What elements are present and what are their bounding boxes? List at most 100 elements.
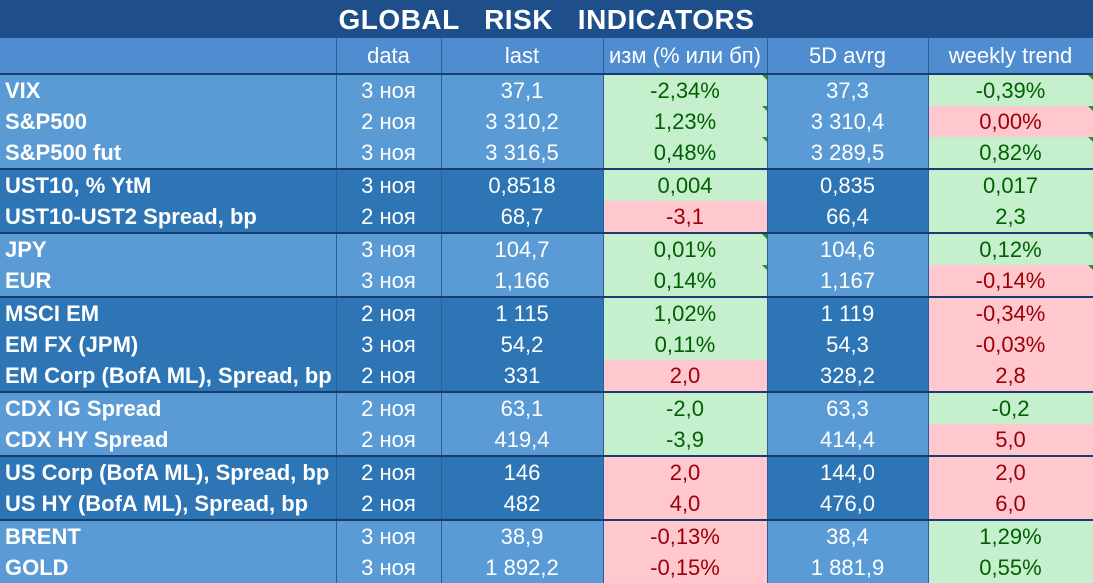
table-row: US HY (BofA ML), Spread, bp 2 ноя 482 4,0 47… — [0, 488, 1093, 520]
5d-avg-cell: 414,4 — [767, 424, 929, 456]
last-value-cell: 331 — [441, 360, 604, 392]
change-cell: 0,004 — [603, 168, 768, 201]
date-cell: 2 ноя — [336, 360, 442, 392]
cell-corner-mark — [761, 265, 766, 270]
indicator-name: US Corp (BofA ML), Spread, bp — [0, 455, 337, 488]
last-value-cell: 146 — [441, 455, 604, 488]
date-cell: 3 ноя — [336, 265, 442, 297]
5d-avg-cell: 3 310,4 — [767, 106, 929, 137]
change-cell: 2,0 — [603, 455, 768, 488]
page-title: GLOBAL RISK INDICATORS — [0, 0, 1093, 38]
change-cell: 4,0 — [603, 488, 768, 520]
change-cell: 1,02% — [603, 296, 768, 329]
table-row: UST10-UST2 Spread, bp 2 ноя 68,7 -3,1 66,4 2,… — [0, 201, 1093, 233]
indicator-name: S&P500 — [0, 106, 337, 137]
weekly-trend-cell: 1,29% — [928, 519, 1093, 552]
indicator-name: BRENT — [0, 519, 337, 552]
cell-corner-mark — [1087, 137, 1092, 142]
5d-avg-cell: 0,835 — [767, 168, 929, 201]
5d-avg-cell: 54,3 — [767, 329, 929, 360]
weekly-trend-cell: 2,3 — [928, 201, 1093, 233]
indicator-name: EM FX (JPM) — [0, 329, 337, 360]
change-cell: 2,0 — [603, 360, 768, 392]
table-row: VIX 3 ноя 37,1 -2,34% 37,3 -0,39% — [0, 74, 1093, 106]
column-header-5d-avg: 5D avrg — [767, 38, 929, 75]
cell-corner-mark — [761, 106, 766, 111]
cell-corner-mark — [1087, 265, 1092, 270]
5d-avg-cell: 1,167 — [767, 265, 929, 297]
indicator-name: MSCI EM — [0, 296, 337, 329]
last-value-cell: 3 310,2 — [441, 106, 604, 137]
change-cell: -3,9 — [603, 424, 768, 456]
cell-corner-mark — [761, 75, 766, 80]
table-row: UST10, % YtM 3 ноя 0,8518 0,004 0,835 0,017 — [0, 168, 1093, 201]
change-cell: 0,01% — [603, 232, 768, 265]
cell-corner-mark — [761, 137, 766, 142]
date-cell: 2 ноя — [336, 455, 442, 488]
5d-avg-cell: 144,0 — [767, 455, 929, 488]
table-row: S&P500 2 ноя 3 310,2 1,23% 3 310,4 0,00% — [0, 106, 1093, 137]
weekly-trend-cell: 6,0 — [928, 488, 1093, 520]
weekly-trend-cell: 5,0 — [928, 424, 1093, 456]
date-cell: 2 ноя — [336, 296, 442, 329]
change-cell: 0,11% — [603, 329, 768, 360]
5d-avg-cell: 66,4 — [767, 201, 929, 233]
indicator-name: JPY — [0, 232, 337, 265]
date-cell: 3 ноя — [336, 74, 442, 106]
change-cell: -2,0 — [603, 391, 768, 424]
5d-avg-cell: 104,6 — [767, 232, 929, 265]
indicator-name: UST10-UST2 Spread, bp — [0, 201, 337, 233]
weekly-trend-cell: 0,82% — [928, 137, 1093, 169]
column-header-date: data — [336, 38, 442, 75]
indicator-name: S&P500 fut — [0, 137, 337, 169]
5d-avg-cell: 1 119 — [767, 296, 929, 329]
date-cell: 2 ноя — [336, 424, 442, 456]
indicator-name: UST10, % YtM — [0, 168, 337, 201]
change-cell: -2,34% — [603, 74, 768, 106]
header-row: data last изм (% или бп) 5D avrg weekly … — [0, 38, 1093, 75]
last-value-cell: 482 — [441, 488, 604, 520]
table-row: JPY 3 ноя 104,7 0,01% 104,6 0,12% — [0, 232, 1093, 265]
weekly-trend-cell: -0,14% — [928, 265, 1093, 297]
indicator-name: CDX IG Spread — [0, 391, 337, 424]
change-cell: 0,48% — [603, 137, 768, 169]
change-cell: -0,13% — [603, 519, 768, 552]
last-value-cell: 37,1 — [441, 74, 604, 106]
last-value-cell: 63,1 — [441, 391, 604, 424]
5d-avg-cell: 328,2 — [767, 360, 929, 392]
indicator-name: CDX HY Spread — [0, 424, 337, 456]
weekly-trend-cell: -0,2 — [928, 391, 1093, 424]
column-header-weekly-trend: weekly trend — [928, 38, 1093, 75]
change-cell: 1,23% — [603, 106, 768, 137]
indicator-name: VIX — [0, 74, 337, 106]
weekly-trend-cell: 0,12% — [928, 232, 1093, 265]
5d-avg-cell: 38,4 — [767, 519, 929, 552]
column-header-change: изм (% или бп) — [603, 38, 768, 75]
date-cell: 3 ноя — [336, 329, 442, 360]
change-cell: 0,14% — [603, 265, 768, 297]
weekly-trend-cell: 2,8 — [928, 360, 1093, 392]
table-row: CDX IG Spread 2 ноя 63,1 -2,0 63,3 -0,2 — [0, 391, 1093, 424]
indicator-name: US HY (BofA ML), Spread, bp — [0, 488, 337, 520]
weekly-trend-cell: 0,00% — [928, 106, 1093, 137]
last-value-cell: 3 316,5 — [441, 137, 604, 169]
weekly-trend-cell: 0,017 — [928, 168, 1093, 201]
table-row: EUR 3 ноя 1,166 0,14% 1,167 -0,14% — [0, 265, 1093, 297]
last-value-cell: 54,2 — [441, 329, 604, 360]
indicator-name: EUR — [0, 265, 337, 297]
5d-avg-cell: 476,0 — [767, 488, 929, 520]
date-cell: 3 ноя — [336, 232, 442, 265]
last-value-cell: 104,7 — [441, 232, 604, 265]
date-cell: 2 ноя — [336, 488, 442, 520]
weekly-trend-cell: -0,39% — [928, 74, 1093, 106]
table-row: US Corp (BofA ML), Spread, bp 2 ноя 146 2,0… — [0, 455, 1093, 488]
weekly-trend-cell: 2,0 — [928, 455, 1093, 488]
table-row: S&P500 fut 3 ноя 3 316,5 0,48% 3 289,5 0,82% — [0, 137, 1093, 169]
cell-corner-mark — [761, 235, 766, 239]
column-header-name — [0, 38, 337, 75]
indicator-name: EM Corp (BofA ML), Spread, bp — [0, 360, 337, 392]
table-row: EM FX (JPM) 3 ноя 54,2 0,11% 54,3 -0,03% — [0, 329, 1093, 360]
5d-avg-cell: 63,3 — [767, 391, 929, 424]
last-value-cell: 1,166 — [441, 265, 604, 297]
date-cell: 2 ноя — [336, 391, 442, 424]
